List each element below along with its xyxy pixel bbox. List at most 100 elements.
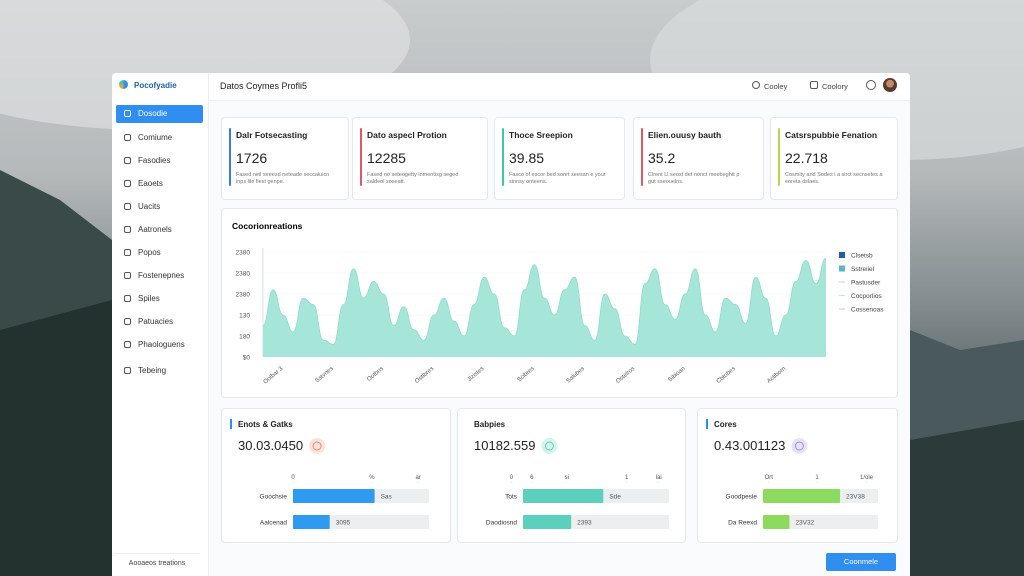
legend-swatch <box>839 252 845 258</box>
kpi-title: Dato aspecl Protion <box>367 130 447 140</box>
card-value: 10182.559 <box>474 438 536 453</box>
nav-icon <box>124 180 131 187</box>
legend-swatch <box>839 265 845 272</box>
bar-category: Goodpesle <box>726 494 758 501</box>
bar-category: Goochsie <box>260 494 288 501</box>
kpi-value: 12285 <box>367 150 406 166</box>
sidebar-footer[interactable]: Aooaeos treations <box>114 553 200 573</box>
action-icon <box>810 81 818 89</box>
nav-icon <box>124 318 131 325</box>
brand-name: Pocofyadie <box>134 81 177 90</box>
x-tick-label: 1 <box>815 475 819 481</box>
notification-icon[interactable] <box>866 80 876 90</box>
nav-item[interactable]: Eaoets <box>116 175 203 193</box>
kpi-accent <box>778 128 780 186</box>
bar <box>523 489 604 503</box>
kpi-card: Dato aspecl Protion 12285 Fased no seteoge… <box>352 117 488 200</box>
kpi-title: Catsrspubbie Fenation <box>785 130 878 140</box>
x-tick-label: Sibioan <box>667 366 686 383</box>
legend-label: Cocporlios <box>851 293 882 300</box>
card-value: 30.03.0450 <box>238 438 304 453</box>
nav-item[interactable]: Phaologuens <box>116 336 203 354</box>
card-icon <box>312 441 322 451</box>
bar-card: Cores 0.43.001123 Ort 1 1/ole Goodpesle 23V38 D… <box>697 408 898 543</box>
bar <box>763 515 790 529</box>
nav-item[interactable]: Aatronels <box>116 221 203 239</box>
kpi-description: Cosmity and Sodes i a sirct secnsetes a … <box>785 172 883 185</box>
kpi-value: 39.85 <box>509 150 545 166</box>
card-icon <box>794 441 804 451</box>
nav-icon <box>124 272 131 279</box>
card-title: Cores <box>714 420 737 429</box>
kpi-accent <box>360 128 362 186</box>
card-value: 0.43.001123 <box>714 438 786 453</box>
header-divider <box>209 100 910 101</box>
nav-icon <box>124 203 131 210</box>
nav-item[interactable]: Fasodies <box>116 152 203 170</box>
page-title: Datos Coymes Profli5 <box>220 81 308 91</box>
nav-icon <box>124 134 131 141</box>
bar-card: Enots & Gatks 30.03.0450 0% ar Goochsie Sas Aa… <box>221 408 451 543</box>
kpi-card: Elien.ouusy bauth 35.2 Clrent Ll seost det… <box>633 117 764 200</box>
bar-chart: 0% ar Goochsie Sas Aalcenad 3095 <box>260 438 429 529</box>
brand-logo <box>119 80 128 89</box>
nav-item[interactable]: Popos <box>116 244 203 262</box>
primary-button[interactable]: Coonmele <box>826 553 896 571</box>
x-tick-label: 0 <box>291 475 295 481</box>
chart-title: Cocorionreations <box>232 221 303 231</box>
avatar[interactable] <box>883 78 897 92</box>
card-accent <box>230 419 232 429</box>
nav-item[interactable]: Patuacies <box>116 313 203 331</box>
kpi-card: Thoce Sreepion 39.85 Fasco of escor bed so… <box>494 117 625 200</box>
kpi-description: Clrent Ll seost det nonct meebeghtt p gu… <box>648 172 740 185</box>
bar-chart: Ort 1 1/ole Goodpesle 23V38 Da Reexd 23V32 <box>726 438 878 529</box>
bar-category: Tots <box>505 494 518 501</box>
legend-label: Pastusder <box>851 280 881 287</box>
kpi-accent <box>641 128 643 186</box>
nav-item[interactable]: Uacits <box>116 198 203 216</box>
bar <box>293 515 330 529</box>
y-tick-label: 2380 <box>236 271 251 278</box>
y-tick-label: $0 <box>243 355 251 362</box>
header-action[interactable]: Cooley <box>764 82 788 91</box>
nav-item[interactable]: Fostenepnes <box>116 267 203 285</box>
kpi-value: 22.718 <box>785 150 828 166</box>
y-tick-label: 180 <box>239 334 250 341</box>
nav-item[interactable]: Comiume <box>116 129 203 147</box>
x-tick-label: Ort <box>765 475 774 481</box>
bar-note: Sas <box>381 494 393 501</box>
bar <box>523 515 572 529</box>
nav-icon <box>124 367 131 374</box>
x-tick-label: 1/ole <box>860 475 874 481</box>
bar-card: Babpies 10182.559 0 6 si 1 lai Tots Sde Daodiosnd… <box>457 408 686 543</box>
x-tick-label: 0 <box>510 475 514 481</box>
x-tick-label: Ootbar 3 <box>263 366 285 386</box>
kpi-title: Elien.ouusy bauth <box>648 130 722 140</box>
header-action[interactable]: Coolory <box>822 82 848 91</box>
bar <box>763 489 841 503</box>
bar-chart: 0 6 si 1 lai Tots Sde Daodiosnd 2393 <box>486 438 669 529</box>
bar-note: 2393 <box>577 520 592 527</box>
action-icon <box>752 81 760 89</box>
kpi-value: 1726 <box>236 150 268 166</box>
bar-category: Aalcenad <box>260 520 287 527</box>
bar-note: 23V38 <box>846 494 865 501</box>
x-tick-label: Scibres <box>517 366 536 383</box>
area-chart-card: Cocorionreations $0 180 130 2380 2380 2380 Oot… <box>221 208 898 398</box>
x-tick-label: Sstvnes <box>314 366 334 384</box>
nav-item[interactable]: Spiles <box>116 290 203 308</box>
bar-note: 23V32 <box>795 520 814 527</box>
kpi-title: Dalr Fotsecasting <box>236 130 308 140</box>
x-tick-label: 1 <box>625 475 629 481</box>
nav-icon <box>124 295 131 302</box>
bar-category: Daodiosnd <box>486 520 517 527</box>
kpi-accent <box>502 128 504 186</box>
area <box>263 258 826 357</box>
card-title: Babpies <box>474 420 506 429</box>
nav-item[interactable]: Dosodie <box>116 105 203 123</box>
nav-icon <box>124 341 131 348</box>
x-tick-label: Ostlbres <box>414 366 435 385</box>
nav-item[interactable]: Tebeing <box>116 362 203 380</box>
card-icon <box>541 438 558 454</box>
